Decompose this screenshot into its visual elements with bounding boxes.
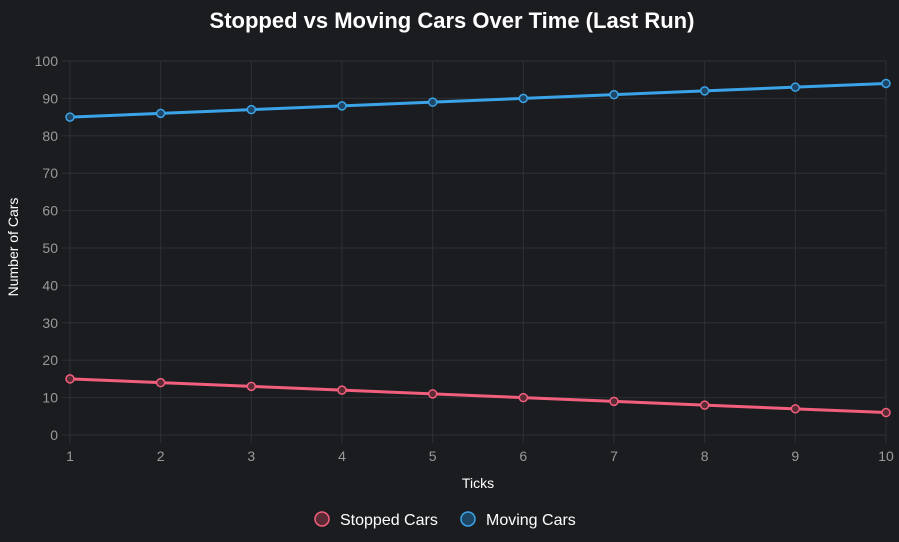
data-point-moving-cars[interactable] — [155, 108, 166, 119]
data-point-stopped-cars[interactable] — [155, 377, 166, 388]
x-tick-label: 3 — [247, 448, 255, 464]
data-point-stopped-cars[interactable] — [427, 389, 438, 399]
grid — [62, 60, 887, 443]
series-line-moving-cars — [69, 81, 887, 119]
legend-marker — [460, 511, 476, 527]
x-tick-label: 4 — [338, 448, 346, 464]
data-point-stopped-cars[interactable] — [337, 385, 347, 395]
data-point-moving-cars[interactable] — [699, 86, 710, 96]
y-tick-label: 50 — [42, 240, 58, 256]
y-tick-label: 90 — [42, 90, 58, 106]
y-tick-label: 0 — [50, 427, 58, 443]
y-tick-label: 30 — [42, 315, 58, 331]
data-point-stopped-cars[interactable] — [246, 381, 257, 392]
x-tick-label: 8 — [701, 448, 709, 464]
data-point-stopped-cars[interactable] — [699, 400, 710, 410]
legend-label: Stopped Cars — [340, 512, 438, 529]
y-tick-label: 80 — [42, 128, 58, 144]
x-tick-label: 1 — [66, 448, 74, 464]
data-point-stopped-cars[interactable] — [65, 374, 75, 384]
legend-item-moving-cars[interactable]: Moving Cars — [460, 511, 576, 529]
data-point-stopped-cars[interactable] — [609, 396, 619, 407]
data-point-moving-cars[interactable] — [881, 78, 891, 89]
y-tick-label: 70 — [42, 165, 58, 181]
data-point-moving-cars[interactable] — [518, 93, 529, 104]
x-tick-label: 10 — [878, 448, 894, 464]
legend-item-stopped-cars[interactable]: Stopped Cars — [314, 511, 438, 529]
x-axis-label: Ticks — [462, 475, 494, 491]
series-line-stopped-cars — [69, 377, 887, 415]
data-point-stopped-cars[interactable] — [518, 392, 529, 403]
x-tick-label: 6 — [519, 448, 527, 464]
data-point-stopped-cars[interactable] — [790, 404, 801, 414]
y-tick-label: 10 — [42, 390, 58, 406]
chart-title: Stopped vs Moving Cars Over Time (Last R… — [210, 8, 695, 33]
data-point-moving-cars[interactable] — [790, 82, 801, 92]
data-point-moving-cars[interactable] — [65, 112, 75, 122]
data-point-moving-cars[interactable] — [246, 104, 257, 115]
x-tick-label: 2 — [157, 448, 165, 464]
legend: Stopped Cars Moving Cars — [314, 511, 576, 529]
y-tick-label: 100 — [35, 53, 59, 69]
data-point-moving-cars[interactable] — [609, 89, 619, 100]
x-tick-label: 7 — [610, 448, 618, 464]
data-point-stopped-cars[interactable] — [881, 407, 891, 418]
y-tick-label: 60 — [42, 203, 58, 219]
x-tick-label: 5 — [429, 448, 437, 464]
x-axis-ticks: 1 2 3 4 5 6 7 8 9 10 — [66, 448, 894, 464]
y-tick-label: 40 — [42, 277, 58, 293]
y-axis-label: Number of Cars — [5, 198, 21, 297]
legend-marker — [314, 511, 330, 527]
data-point-moving-cars[interactable] — [427, 97, 438, 107]
legend-label: Moving Cars — [486, 512, 576, 529]
y-tick-label: 20 — [42, 352, 58, 368]
series — [65, 78, 891, 418]
y-axis-ticks: 0 10 20 30 40 50 60 70 80 90 100 — [35, 53, 59, 443]
x-tick-label: 9 — [791, 448, 799, 464]
data-point-moving-cars[interactable] — [337, 101, 347, 111]
